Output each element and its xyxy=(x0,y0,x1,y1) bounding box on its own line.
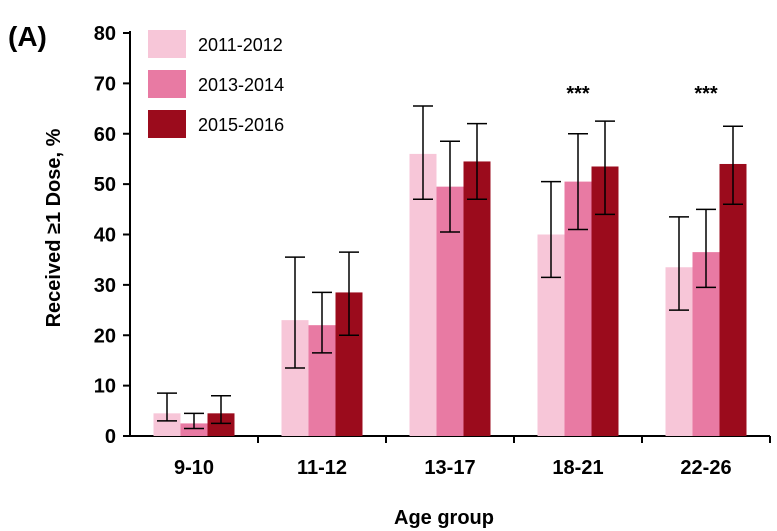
y-tick-label: 10 xyxy=(94,376,116,398)
x-tick-label: 9-10 xyxy=(174,457,214,479)
plot-area: 0 10 20 30 40 50 60 70 80 9-10 11-12 13-17 18-21 22-2… xyxy=(94,23,771,479)
y-tick-label: 0 xyxy=(105,426,116,448)
legend-label: 2011-2012 xyxy=(198,35,283,55)
legend-swatch-2011-2012 xyxy=(148,30,186,58)
significance-marker: *** xyxy=(694,83,718,105)
y-axis-title: Received ≥1 Dose, % xyxy=(43,128,65,327)
legend-label: 2013-2014 xyxy=(198,75,284,95)
bar-2015-2016 xyxy=(207,413,235,436)
y-tick-label: 80 xyxy=(94,23,116,45)
x-tick-label: 11-12 xyxy=(297,457,347,479)
x-tick-label: 22-26 xyxy=(680,457,731,479)
y-tick-label: 60 xyxy=(94,124,116,146)
y-tick-label: 30 xyxy=(94,275,116,297)
panel-label: (A) xyxy=(8,21,47,52)
legend: 2011-2012 2013-2014 2015-2016 xyxy=(148,30,284,138)
bar-2013-2014 xyxy=(180,423,208,436)
bar-2015-2016 xyxy=(719,163,747,436)
y-tick-label: 50 xyxy=(94,174,116,196)
significance-marker: *** xyxy=(566,83,590,105)
legend-swatch-2013-2014 xyxy=(148,70,186,98)
bar-2015-2016 xyxy=(463,161,491,437)
legend-swatch-2015-2016 xyxy=(148,110,186,138)
x-tick-label: 18-21 xyxy=(552,457,603,479)
y-axis-title-group: Received ≥1 Dose, % xyxy=(43,128,65,327)
y-tick-label: 40 xyxy=(94,225,116,247)
bar-2011-2012 xyxy=(409,153,437,436)
bar-2011-2012 xyxy=(153,413,181,436)
x-axis-title: Age group xyxy=(394,507,494,529)
legend-label: 2015-2016 xyxy=(198,115,284,135)
y-tick-label: 20 xyxy=(94,325,116,347)
y-tick-label: 70 xyxy=(94,73,116,95)
x-tick-label: 13-17 xyxy=(424,457,475,479)
